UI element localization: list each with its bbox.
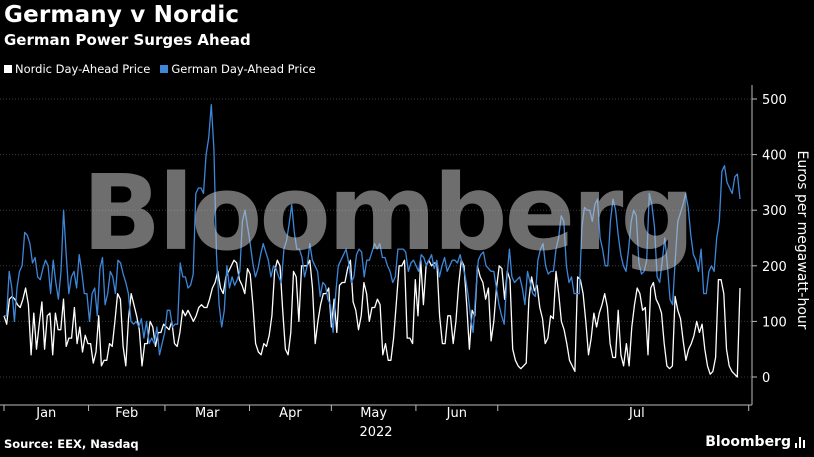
x-tick-label: Mar [195, 406, 220, 421]
y-tick-label: 100 [762, 315, 787, 330]
bar-chart-icon [795, 436, 806, 448]
x-axis-label: 2022 [359, 425, 392, 440]
series-line-nordic [3, 259, 741, 378]
y-tick-label: 500 [762, 93, 787, 108]
legend-swatch-german [160, 65, 169, 73]
series-line-german [4, 103, 741, 356]
x-tick-label: Jul [628, 406, 645, 421]
legend-swatch-nordic [4, 65, 12, 73]
x-tick-label: May [360, 406, 387, 421]
source-note: Source: EEX, Nasdaq [4, 437, 139, 451]
y-tick-label: 0 [762, 371, 770, 386]
legend-label-german: German Day-Ahead Price [171, 62, 316, 76]
chart-title: Germany v Nordic [4, 2, 240, 28]
y-axis-label: Euros per megawatt-hour [794, 150, 810, 329]
legend: Nordic Day-Ahead Price German Day-Ahead … [4, 62, 316, 76]
brand-name: Bloomberg [705, 434, 791, 450]
chart-subtitle: German Power Surges Ahead [4, 31, 251, 49]
y-tick-label: 200 [762, 260, 787, 275]
x-tick-label: Apr [279, 406, 302, 421]
y-tick-label: 300 [762, 204, 787, 219]
legend-label-nordic: Nordic Day-Ahead Price [15, 62, 151, 76]
y-tick-label: 400 [762, 149, 787, 164]
brand-logo: Bloomberg [705, 434, 806, 450]
legend-item-nordic: Nordic Day-Ahead Price [4, 62, 150, 76]
legend-item-german: German Day-Ahead Price [160, 62, 316, 76]
x-tick-label: Jan [35, 406, 56, 421]
x-tick-label: Jun [446, 406, 467, 421]
x-tick-label: Feb [115, 406, 138, 421]
